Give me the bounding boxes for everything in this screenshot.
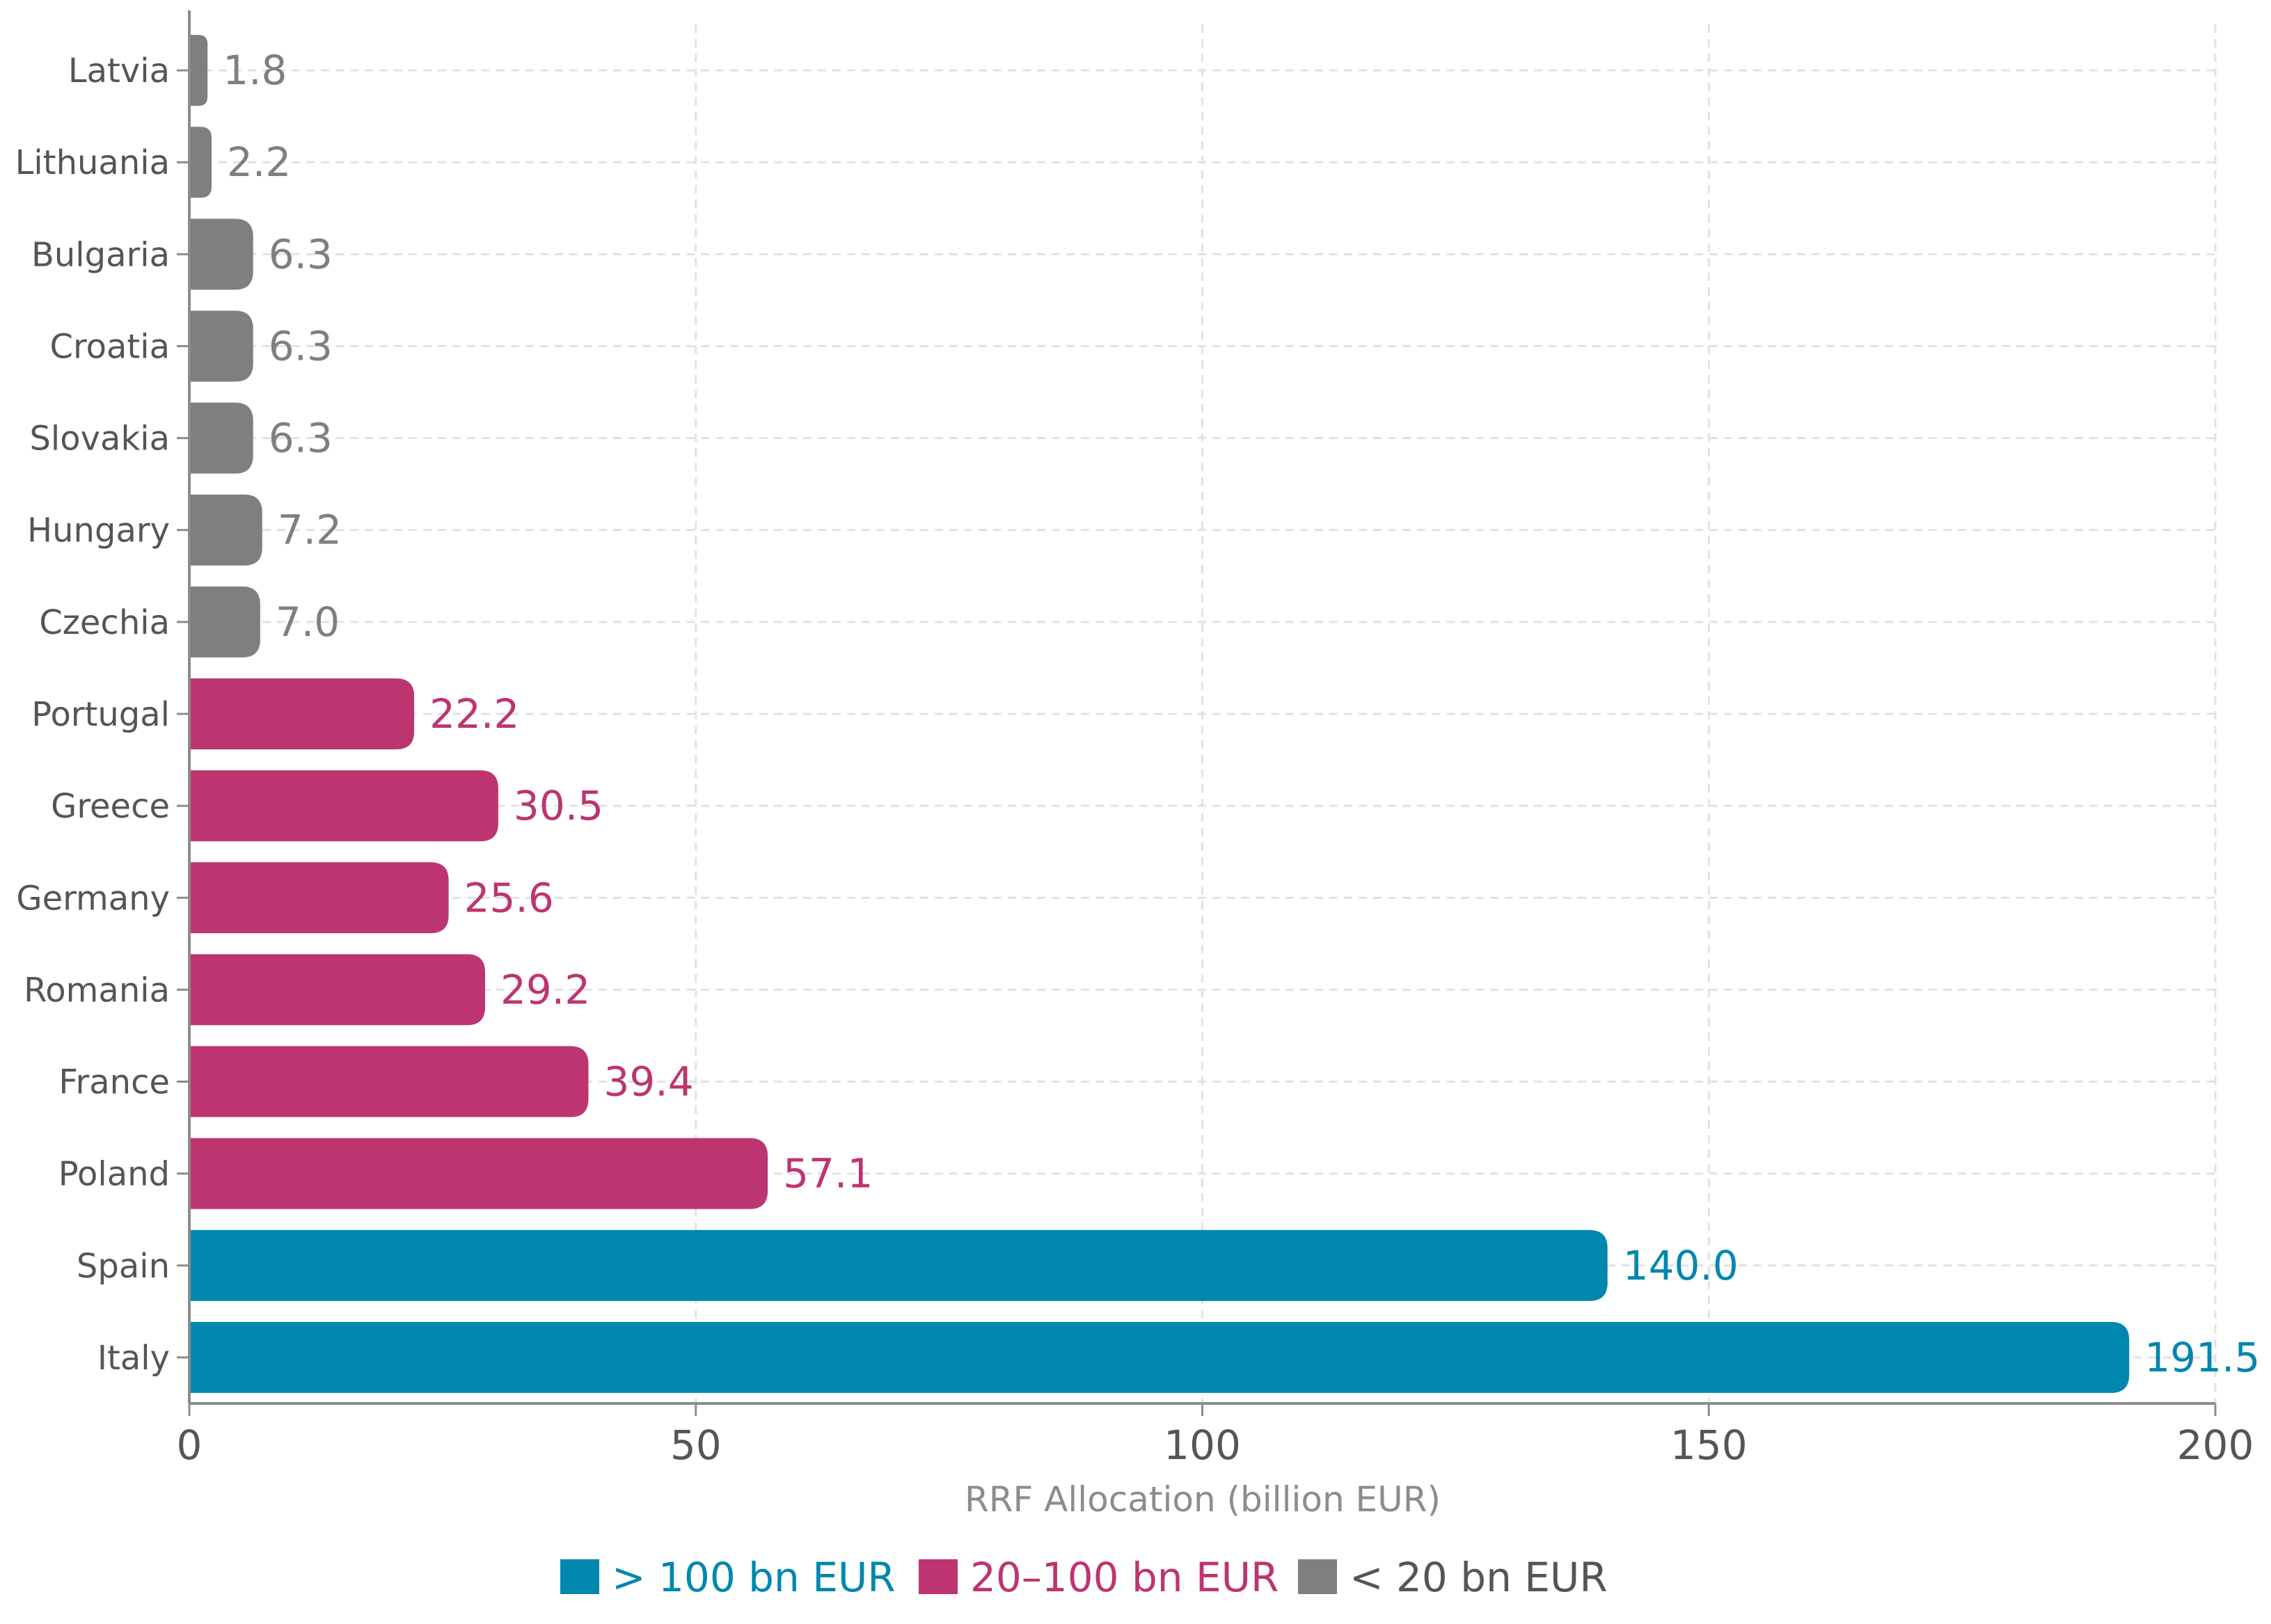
category-label-bulgaria: Bulgaria — [31, 235, 170, 274]
category-label-spain: Spain — [77, 1247, 170, 1286]
category-label-portugal: Portugal — [31, 695, 170, 734]
bar-slovakia — [189, 402, 253, 474]
value-label-italy: 191.5 — [2144, 1334, 2260, 1381]
value-label-germany: 25.6 — [464, 874, 554, 921]
legend-label-low: < 20 bn EUR — [1350, 1554, 1608, 1601]
value-label-poland: 57.1 — [783, 1150, 873, 1197]
category-label-hungary: Hungary — [27, 511, 170, 550]
value-label-slovakia: 6.3 — [269, 415, 333, 462]
value-label-greece: 30.5 — [514, 782, 603, 829]
bar-greece — [189, 770, 498, 842]
bar-italy — [189, 1321, 2130, 1393]
category-label-croatia: Croatia — [49, 327, 170, 366]
category-label-greece: Greece — [51, 787, 170, 826]
legend-label-high: > 100 bn EUR — [612, 1554, 896, 1601]
bar-romania — [189, 954, 486, 1026]
category-label-latvia: Latvia — [68, 51, 170, 90]
bar-spain — [189, 1229, 1608, 1301]
bar-croatia — [189, 310, 253, 382]
legend-swatch-high — [560, 1559, 599, 1594]
category-label-slovakia: Slovakia — [29, 420, 170, 459]
legend-swatch-mid — [919, 1559, 958, 1594]
value-label-bulgaria: 6.3 — [269, 230, 333, 278]
bar-france — [189, 1046, 589, 1117]
bar-portugal — [189, 678, 415, 749]
x-tick-label: 50 — [670, 1422, 722, 1469]
value-label-portugal: 22.2 — [429, 690, 519, 738]
bars-layer: 1.8 2.2 6.3 6.3 6.3 7.2 7.0 22.2 30.5 25.6 29.2 39.… — [189, 35, 2260, 1393]
x-tick-label: 200 — [2177, 1422, 2254, 1469]
category-label-italy: Italy — [97, 1339, 170, 1378]
category-label-poland: Poland — [58, 1155, 170, 1194]
bar-germany — [189, 862, 449, 934]
category-label-lithuania: Lithuania — [15, 143, 170, 182]
category-label-france: France — [58, 1063, 170, 1102]
x-tick-label: 150 — [1670, 1422, 1748, 1469]
value-label-france: 39.4 — [603, 1058, 693, 1106]
legend-label-mid: 20–100 bn EUR — [970, 1554, 1279, 1601]
category-label-romania: Romania — [24, 971, 170, 1010]
category-label-germany: Germany — [16, 879, 170, 918]
axis-layer: Latvia Lithuania Bulgaria Croatia Slovakia Hu… — [15, 10, 2254, 1469]
bar-poland — [189, 1138, 768, 1209]
value-label-hungary: 7.2 — [278, 507, 342, 554]
value-label-romania: 29.2 — [500, 966, 590, 1013]
value-label-croatia: 6.3 — [269, 322, 333, 369]
value-label-czechia: 7.0 — [276, 598, 340, 646]
x-axis-title: RRF Allocation (billion EUR) — [965, 1479, 1441, 1520]
x-tick-label: 100 — [1164, 1422, 1241, 1469]
bar-bulgaria — [189, 218, 253, 290]
bar-hungary — [189, 494, 262, 566]
legend-swatch-low — [1298, 1559, 1337, 1594]
value-label-latvia: 1.8 — [223, 47, 287, 94]
bar-latvia — [189, 35, 208, 106]
category-label-czechia: Czechia — [39, 603, 170, 642]
value-label-spain: 140.0 — [1623, 1242, 1739, 1289]
legend: > 100 bn EUR 20–100 bn EUR < 20 bn EUR — [560, 1554, 1608, 1601]
bar-lithuania — [189, 127, 212, 198]
value-label-lithuania: 2.2 — [227, 138, 291, 186]
x-tick-label: 0 — [177, 1422, 203, 1469]
bar-czechia — [189, 586, 260, 658]
